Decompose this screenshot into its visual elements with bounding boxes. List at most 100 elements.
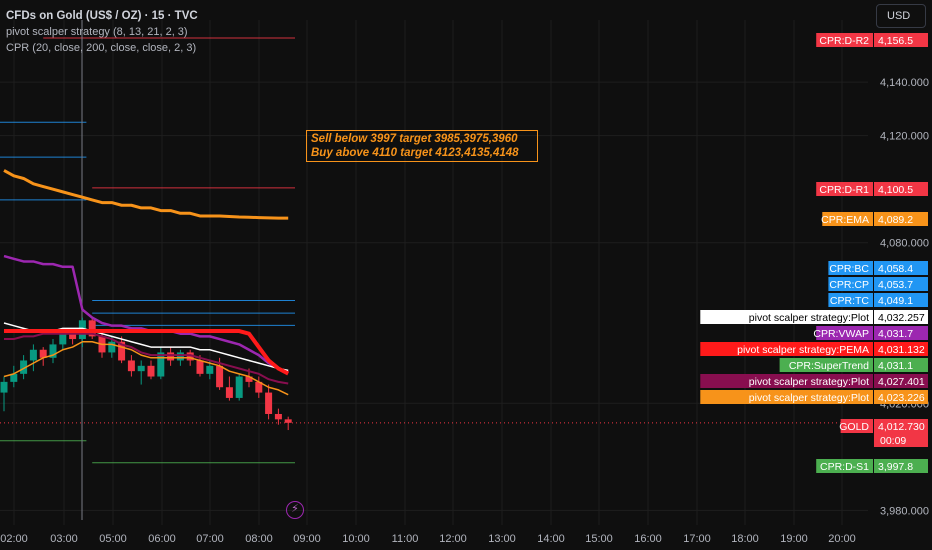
candle-body — [284, 419, 292, 423]
label-name-box — [700, 374, 873, 388]
plot-maroon-line — [4, 332, 289, 385]
chart-legend: CFDs on Gold (US$ / OZ) · 15 · TVC pivot… — [6, 8, 198, 56]
lightning-icon[interactable]: ⚡ — [286, 501, 304, 519]
x-tick-label: 08:00 — [245, 533, 273, 545]
x-tick-label: 07:00 — [196, 533, 224, 545]
label-value-box — [874, 326, 928, 340]
label-name: CPR:BC — [829, 263, 869, 275]
currency-button[interactable]: USD — [876, 4, 926, 28]
candle-body — [118, 341, 126, 361]
y-tick-label: 3,980.000 — [880, 505, 929, 517]
candle-body — [176, 352, 184, 361]
x-tick-label: 14:00 — [537, 533, 565, 545]
x-axis-ticks: 02:00 03:00 05:00 06:00 07:00 08:00 09:00 10:00… — [0, 533, 856, 545]
label-name-box — [700, 342, 873, 356]
label-name-box — [816, 326, 873, 340]
countdown-label: 00:09 — [880, 435, 906, 447]
x-tick-label: 11:00 — [392, 533, 419, 545]
label-name: CPR:VWAP — [813, 328, 869, 340]
candle-body — [69, 333, 77, 340]
y-tick-label: 4,080.000 — [880, 238, 929, 250]
candle-body — [235, 376, 243, 398]
label-name: CPR:EMA — [821, 214, 869, 226]
candle-body — [225, 387, 233, 398]
chart-grid — [0, 20, 868, 525]
x-tick-label: 16:00 — [634, 533, 662, 545]
x-tick-label: 19:00 — [780, 533, 808, 545]
label-value: 4,027.401 — [878, 376, 925, 388]
label-name: CPR:D-S1 — [820, 461, 869, 473]
label-name: GOLD — [839, 421, 869, 433]
candle-body — [10, 373, 18, 382]
label-name-box — [779, 358, 873, 372]
label-name: CPR:SuperTrend — [789, 360, 869, 372]
label-value-box — [874, 342, 928, 356]
candle-body — [127, 360, 135, 372]
note-line-sell: Sell below 3997 target 3985,3975,3960 — [311, 133, 518, 145]
label-name-box — [822, 212, 873, 226]
label-value-box — [874, 293, 928, 307]
label-value: 4,049.1 — [878, 295, 913, 307]
candle-body — [49, 344, 57, 358]
label-value: 4,031.7 — [878, 328, 913, 340]
label-value-box — [874, 374, 928, 388]
label-value-box — [874, 390, 928, 404]
candle-body — [29, 349, 37, 361]
price-labels: CPR:D-R2 4,156.5 CPR:D-R1 4,100.5 CPR:EMA 4,0… — [700, 33, 928, 473]
indicator-lines — [3, 169, 290, 396]
label-value-box — [874, 261, 928, 275]
label-value: 4,023.226 — [878, 392, 925, 404]
x-tick-label: 20:00 — [828, 533, 856, 545]
plot-orange-line — [3, 340, 289, 396]
x-tick-label: 05:00 — [99, 533, 127, 545]
label-name: pivot scalper strategy:Plot — [749, 392, 869, 404]
label-value: 4,031.132 — [878, 344, 925, 356]
label-value: 4,156.5 — [878, 35, 913, 47]
candle-body — [216, 365, 224, 388]
candle-body — [147, 365, 155, 377]
candle-body — [88, 320, 96, 337]
label-name-box — [828, 261, 873, 275]
label-value-box — [874, 310, 928, 324]
label-value-box — [874, 419, 928, 433]
x-tick-label: 15:00 — [585, 533, 613, 545]
label-name-box — [840, 419, 873, 433]
note-line-buy: Buy above 4110 target 4123,4135,4148 — [311, 147, 519, 159]
candle-body — [137, 365, 145, 372]
label-value: 4,031.1 — [878, 360, 913, 372]
candle-body — [255, 381, 263, 393]
label-value-box — [874, 277, 928, 291]
label-value-box — [874, 358, 928, 372]
label-name-box — [700, 390, 873, 404]
candle-body — [186, 352, 194, 361]
label-name: pivot scalper strategy:Plot — [749, 312, 869, 324]
label-value-box — [874, 459, 928, 473]
label-name: CPR:D-R1 — [819, 184, 869, 196]
y-tick-label: 4,120.000 — [880, 131, 929, 143]
label-value-box — [874, 212, 928, 226]
indicator-legend-pivot[interactable]: pivot scalper strategy (8, 13, 21, 2, 3) — [6, 26, 188, 38]
candle-body — [196, 360, 204, 374]
x-tick-label: 06:00 — [148, 533, 176, 545]
candle-body — [245, 376, 253, 382]
x-tick-label: 09:00 — [293, 533, 321, 545]
label-value: 4,100.5 — [878, 184, 913, 196]
candle-body — [39, 349, 47, 358]
candle-body — [0, 381, 8, 393]
label-name-box — [828, 277, 873, 291]
x-tick-label: 02:00 — [0, 533, 28, 545]
label-name: pivot scalper strategy:Plot — [749, 376, 869, 388]
candle-body — [274, 413, 282, 420]
label-value: 4,058.4 — [878, 263, 913, 275]
x-tick-label: 10:00 — [342, 533, 370, 545]
label-name: CPR:CP — [829, 279, 869, 291]
y-tick-label: 4,140.000 — [880, 77, 929, 89]
label-name-box — [700, 310, 873, 324]
pema-line — [4, 329, 290, 376]
x-tick-label: 18:00 — [731, 533, 759, 545]
candle-body — [157, 352, 165, 377]
indicator-legend-cpr[interactable]: CPR (20, close, 200, close, close, 2, 3) — [6, 42, 197, 54]
label-value: 3,997.8 — [878, 461, 913, 473]
candle-body — [265, 392, 273, 414]
